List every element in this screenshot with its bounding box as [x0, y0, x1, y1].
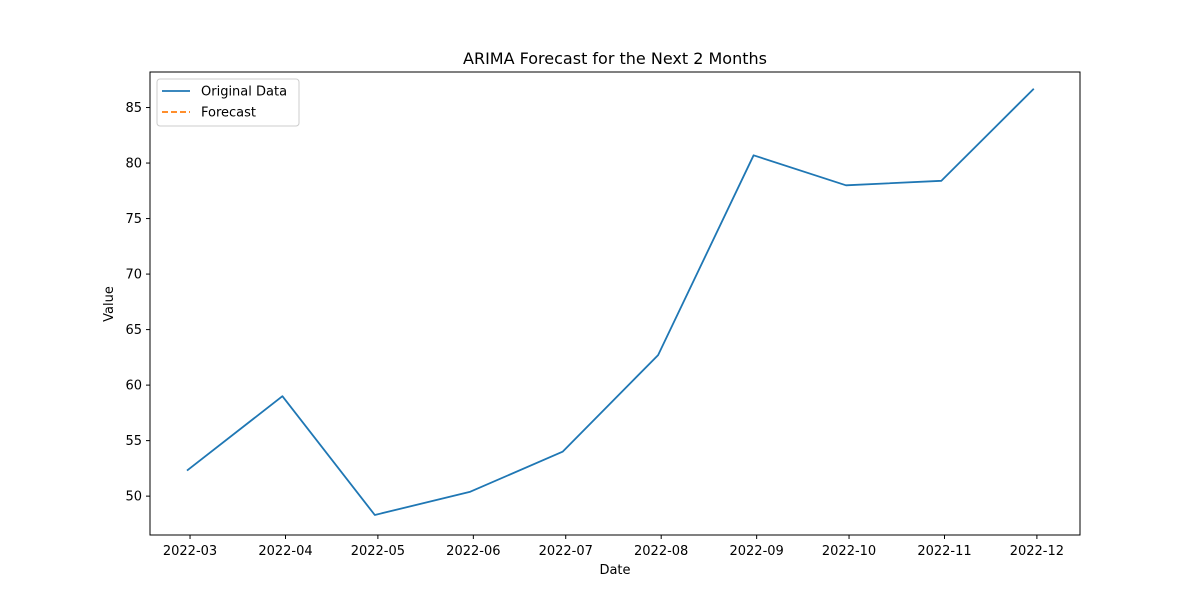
x-axis-label: Date	[599, 563, 630, 578]
x-tick-label: 2022-04	[258, 544, 312, 559]
x-tick-label: 2022-12	[1010, 544, 1064, 559]
x-tick-label: 2022-11	[917, 544, 971, 559]
x-tick-label: 2022-03	[163, 544, 217, 559]
series-line	[186, 88, 1035, 516]
x-tick-label: 2022-10	[822, 544, 876, 559]
legend-label: Original Data	[201, 85, 287, 100]
plot-area	[186, 88, 1035, 516]
y-tick-label: 85	[125, 101, 142, 116]
axes-frame	[149, 71, 1081, 536]
y-tick-label: 55	[125, 434, 142, 449]
y-tick-label: 80	[125, 157, 142, 172]
x-tick-label: 2022-06	[446, 544, 500, 559]
y-tick-label: 70	[125, 268, 142, 283]
y-tick-label: 65	[125, 323, 142, 338]
legend-label: Forecast	[201, 106, 256, 121]
x-tick-label: 2022-08	[634, 544, 688, 559]
y-tick-label: 60	[125, 379, 142, 394]
x-tick-label: 2022-05	[351, 544, 405, 559]
x-tick-label: 2022-09	[729, 544, 783, 559]
axis-ticks: 2022-03 2022-04 2022-05 2022-06 2022-07 2022-…	[125, 101, 1064, 559]
y-tick-label: 75	[125, 212, 142, 227]
y-tick-label: 50	[125, 490, 142, 505]
y-axis-label: Value	[102, 286, 117, 322]
legend: Original Data Forecast	[156, 78, 300, 127]
x-tick-label: 2022-07	[539, 544, 593, 559]
chart-title: ARIMA Forecast for the Next 2 Months	[463, 49, 767, 68]
legend-box	[156, 78, 300, 127]
